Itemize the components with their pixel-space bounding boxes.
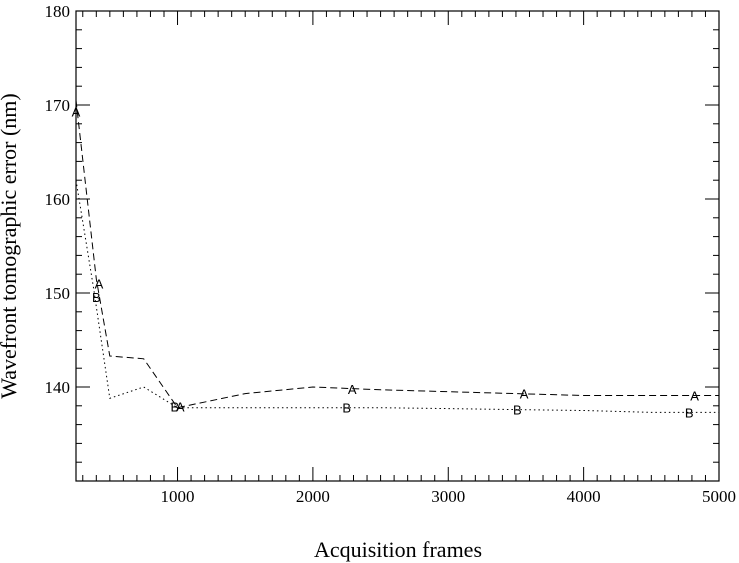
series-line-b bbox=[75, 180, 719, 413]
series-marker-a: A bbox=[348, 382, 357, 397]
x-tick-label: 5000 bbox=[702, 487, 736, 506]
plot-area-frame bbox=[75, 10, 720, 482]
series-marker-b: B bbox=[685, 405, 694, 420]
x-axis-title: Acquisition frames bbox=[314, 537, 482, 562]
x-tick-label: 3000 bbox=[431, 487, 465, 506]
series-marker-a: A bbox=[690, 388, 699, 403]
y-axis-title: Wavefront tomographic error (nm) bbox=[0, 93, 21, 399]
y-tick-label: 150 bbox=[45, 284, 71, 303]
x-tick-label: 4000 bbox=[567, 487, 601, 506]
x-tick-label: 2000 bbox=[296, 487, 330, 506]
series-marker-b: B bbox=[342, 401, 351, 416]
series-marker-b: B bbox=[92, 290, 101, 305]
series-marker-a: A bbox=[176, 400, 185, 415]
tick-labels: 1000 2000 3000 4000 5000 140 150 160 170 180 bbox=[45, 2, 737, 506]
y-tick-label: 140 bbox=[45, 378, 71, 397]
y-tick-label: 170 bbox=[45, 96, 71, 115]
y-tick-label: 160 bbox=[45, 190, 71, 209]
y-tick-label: 180 bbox=[45, 2, 71, 21]
series-marker-b: B bbox=[513, 403, 522, 418]
series-line-a bbox=[75, 100, 719, 409]
series-marker-a: A bbox=[95, 277, 104, 292]
series-lines bbox=[75, 100, 719, 413]
x-tick-label: 1000 bbox=[161, 487, 195, 506]
series-marker-a: A bbox=[520, 387, 529, 402]
series-marker-b: B bbox=[170, 400, 179, 415]
